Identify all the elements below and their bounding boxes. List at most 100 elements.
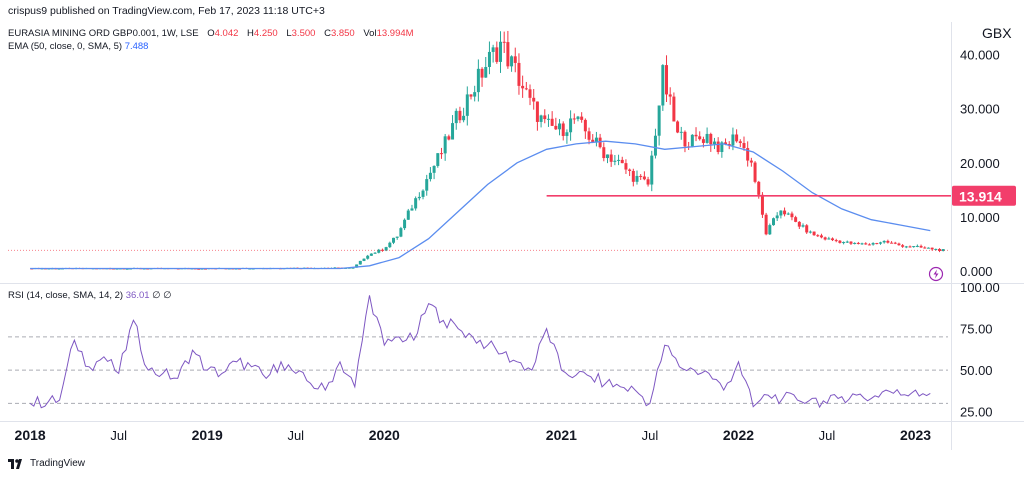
candle-body — [447, 136, 451, 140]
candle-body — [550, 118, 554, 126]
tradingview-brand: TradingView — [30, 458, 86, 469]
rsi-label: RSI (14, close, SMA, 14, 2) — [8, 290, 124, 301]
candle-body — [369, 253, 373, 256]
candle-body — [561, 123, 565, 136]
candle-body — [938, 248, 942, 252]
candle-body — [487, 51, 491, 67]
candle-body — [842, 242, 846, 244]
rsi-path — [29, 295, 931, 409]
rsi-bands — [8, 336, 948, 404]
open-value: 4.042 — [214, 28, 239, 39]
candle-body — [454, 110, 458, 124]
candle-body — [528, 89, 532, 98]
candle-body — [831, 238, 835, 241]
grid — [0, 22, 1024, 450]
candle-body — [890, 242, 894, 244]
candle-body — [930, 247, 934, 250]
candle-body — [410, 208, 414, 211]
candle-body — [384, 247, 388, 251]
candle-body — [701, 139, 705, 143]
candle-body — [443, 136, 447, 154]
close-label: C — [324, 28, 331, 39]
candle-body — [934, 248, 938, 250]
candle-body — [823, 237, 827, 240]
candles — [30, 30, 945, 270]
candle-body — [425, 179, 429, 191]
ema-line — [8, 140, 948, 270]
candle-body — [495, 47, 499, 62]
candle-body — [642, 176, 646, 180]
candle-body — [602, 147, 606, 159]
candle-body — [439, 153, 443, 155]
candle-body — [668, 94, 672, 97]
candle-body — [355, 264, 359, 268]
candle-body — [882, 240, 886, 243]
candle-body — [572, 118, 576, 120]
publish-info: crispus9 published on TradingView.com, F… — [8, 5, 325, 17]
symbol-name: EURASIA MINING ORD GBP0.001, 1W, LSE — [8, 28, 199, 39]
candle-body — [923, 247, 927, 249]
candle-body — [469, 94, 473, 97]
candle-body — [757, 181, 761, 195]
rsi-legend[interactable]: RSI (14, close, SMA, 14, 2) 36.01 ∅ ∅ — [8, 290, 171, 301]
candle-body — [617, 159, 621, 161]
candle-body — [351, 267, 355, 269]
candle-body — [768, 225, 772, 235]
candle-body — [428, 172, 432, 180]
candle-body — [517, 62, 521, 86]
candle-body — [395, 236, 399, 238]
candle-body — [362, 258, 366, 261]
candle-body — [480, 68, 484, 78]
candle-body — [657, 105, 661, 136]
candle-body — [867, 244, 871, 246]
candle-body — [506, 42, 510, 67]
candle-body — [731, 134, 735, 146]
candle-body — [484, 66, 488, 78]
lightning-icon[interactable] — [928, 266, 944, 282]
candle-body — [856, 242, 860, 244]
candle-body — [749, 160, 753, 163]
candle-body — [779, 210, 783, 216]
time-tick-label: 2019 — [192, 427, 223, 443]
ema-legend[interactable]: EMA (50, close, 0, SMA, 5) 7.488 — [8, 41, 148, 52]
candle-body — [388, 242, 392, 248]
candle-body — [502, 41, 506, 43]
candle-body — [653, 135, 657, 156]
time-axis: 2018 Jul 2019 Jul 2020 2021 Jul 2022 Jul 2023 — [15, 427, 932, 443]
time-tick-label: Jul — [287, 428, 304, 443]
candle-body — [886, 240, 890, 243]
candle-body — [915, 245, 919, 247]
candle-body — [849, 241, 853, 244]
candle-body — [690, 134, 694, 147]
candle-body — [871, 243, 875, 245]
candle-body — [827, 238, 831, 240]
candle-body — [465, 94, 469, 116]
candle-body — [912, 246, 916, 248]
candle-body — [941, 249, 945, 252]
candle-body — [772, 218, 776, 226]
candle-body — [665, 65, 669, 95]
candle-body — [580, 116, 584, 120]
rsi-tick-label: 75.00 — [960, 322, 993, 337]
candle-body — [919, 245, 923, 248]
candle-body — [720, 142, 724, 153]
candle-body — [436, 153, 440, 166]
candle-body — [366, 255, 370, 259]
candle-body — [853, 242, 857, 244]
candle-body — [543, 115, 547, 120]
candle-body — [513, 56, 517, 63]
tradingview-footer[interactable]: TradingView — [8, 458, 85, 469]
candle-body — [473, 92, 477, 97]
time-tick-label: Jul — [642, 428, 659, 443]
candle-body — [609, 154, 613, 162]
tradingview-logo-icon — [8, 458, 22, 469]
candle-body — [125, 268, 129, 270]
lightning-icon-ring — [928, 266, 944, 282]
candle-body — [524, 88, 528, 90]
candle-body — [417, 196, 421, 199]
vol-value: 13.994M — [376, 28, 414, 39]
candle-body — [462, 115, 466, 121]
time-tick-label: 2018 — [15, 427, 46, 443]
vol-label: Vol — [363, 28, 377, 39]
candle-body — [926, 247, 930, 249]
